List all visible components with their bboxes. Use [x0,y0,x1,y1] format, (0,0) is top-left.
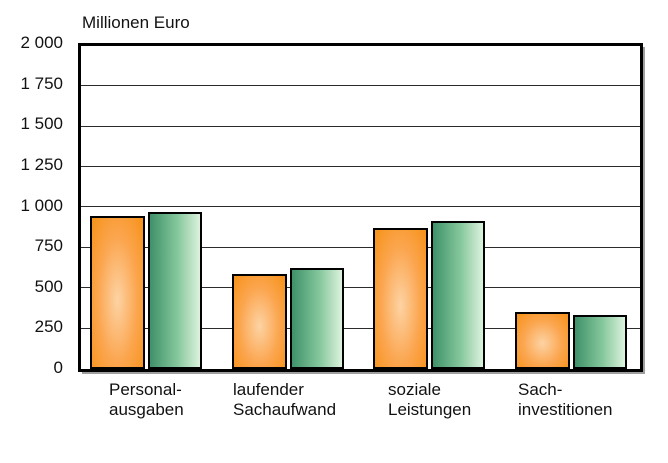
bar-personalausgaben-green [148,212,202,369]
bar-laufender-sachaufwand-orange [232,274,287,369]
gridline [81,287,640,288]
y-tick-label: 250 [34,317,63,337]
x-category-label-soziale-leistungen: soziale Leistungen [388,380,472,419]
y-tick-label: 1 500 [20,114,63,134]
y-tick-label: 1 000 [20,195,63,215]
y-tick-label: 750 [34,236,63,256]
bar-personalausgaben-orange [90,216,145,369]
gridline [81,247,640,248]
gridline [81,126,640,127]
bar-sachinvestitionen-green [573,315,627,369]
bar-laufender-sachaufwand-green [290,268,344,369]
gridline [81,85,640,86]
gridline [81,328,640,329]
y-tick-label: 2 000 [20,33,63,52]
plot-area [78,43,643,372]
y-tick-label: 1 250 [20,154,63,174]
gridline [81,166,640,167]
y-tick-label: 0 [53,358,63,377]
gridline [81,206,640,207]
y-axis-unit-title: Millionen Euro [82,13,190,32]
bar-soziale-leistungen-green [431,221,485,369]
y-tick-label: 1 750 [20,73,63,93]
bar-soziale-leistungen-orange [373,228,428,369]
x-category-label-laufender-sachaufwand: laufender Sachaufwand [233,380,337,419]
x-category-label-personalausgaben: Personal- ausgaben [109,380,184,419]
bar-sachinvestitionen-orange [515,312,570,369]
y-tick-label: 500 [34,276,63,296]
x-category-label-sachinvestitionen: Sach- investitionen [518,380,613,419]
